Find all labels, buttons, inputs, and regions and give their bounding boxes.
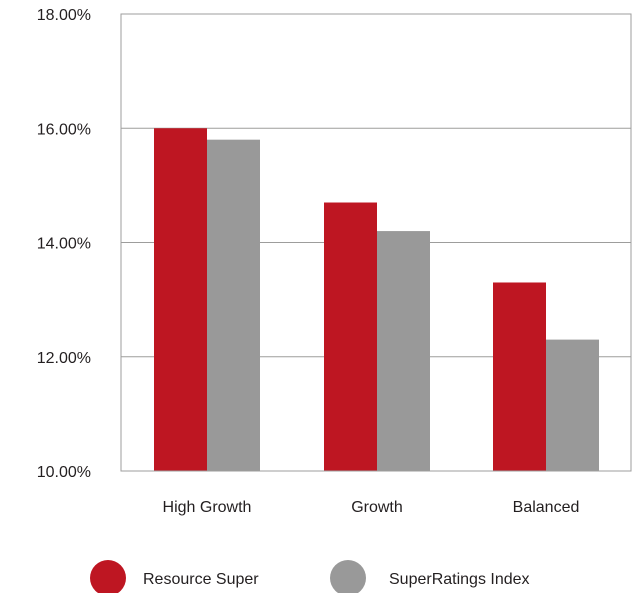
bar-superratings-index-balanced — [546, 339, 599, 471]
x-tick-label: Balanced — [513, 499, 580, 516]
legend-swatch — [90, 560, 126, 593]
y-tick-label: 14.00% — [37, 236, 91, 253]
bar-superratings-index-growth — [377, 231, 430, 471]
legend-swatch — [330, 560, 366, 593]
x-axis-tick-labels: High Growth Growth Balanced — [163, 499, 580, 516]
y-tick-label: 16.00% — [37, 121, 91, 138]
x-tick-label: Growth — [351, 499, 403, 516]
bars — [154, 128, 599, 472]
legend-label: SuperRatings Index — [389, 571, 530, 588]
bar-resource-super-growth — [324, 202, 377, 471]
bar-superratings-index-high-growth — [207, 139, 260, 472]
y-axis-tick-labels: 10.00% 12.00% 14.00% 16.00% 18.00% — [37, 7, 91, 481]
plot-frame — [120, 13, 632, 472]
y-tick-label: 12.00% — [37, 350, 91, 367]
legend: Resource Super SuperRatings Index — [90, 560, 530, 593]
legend-label: Resource Super — [143, 571, 259, 588]
bar-resource-super-balanced — [493, 282, 546, 471]
bar-resource-super-high-growth — [154, 128, 207, 471]
y-tick-label: 10.00% — [37, 464, 91, 481]
y-tick-label: 18.00% — [37, 7, 91, 24]
x-tick-label: High Growth — [163, 499, 252, 516]
